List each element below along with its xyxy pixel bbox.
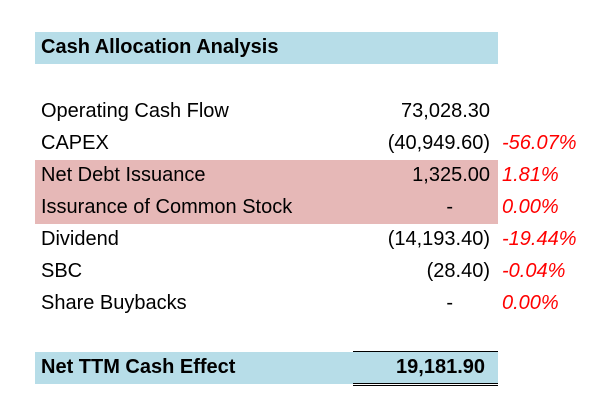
table-row[interactable]: Share Buybacks - 0.00% xyxy=(35,288,585,320)
table-row[interactable]: CAPEX (40,949.60) -56.07% xyxy=(35,128,585,160)
page-title: Cash Allocation Analysis xyxy=(41,36,279,58)
row-value: 1,325.00 xyxy=(412,164,490,186)
total-value: 19,181.90 xyxy=(396,356,485,378)
row-value: 73,028.30 xyxy=(401,100,490,122)
row-label: Issurance of Common Stock xyxy=(41,196,293,218)
row-value: (14,193.40) xyxy=(387,228,490,250)
row-label: Dividend xyxy=(41,228,119,250)
row-percent: 0.00% xyxy=(502,196,559,218)
row-percent: -19.44% xyxy=(502,228,577,250)
total-top-border xyxy=(353,351,498,352)
row-highlight xyxy=(35,160,498,192)
row-value: (28.40) xyxy=(426,260,490,282)
total-double-underline xyxy=(353,383,498,386)
row-value: - xyxy=(446,292,453,314)
row-label: Operating Cash Flow xyxy=(41,100,229,122)
table-row[interactable]: Operating Cash Flow 73,028.30 xyxy=(35,96,585,128)
row-label: SBC xyxy=(41,260,83,282)
row-percent: 0.00% xyxy=(502,292,559,314)
total-label: Net TTM Cash Effect xyxy=(41,356,236,378)
total-row[interactable]: Net TTM Cash Effect 19,181.90 xyxy=(35,352,498,384)
row-highlight xyxy=(35,192,498,224)
row-value: - xyxy=(446,196,453,218)
row-percent: 1.81% xyxy=(502,164,559,186)
row-percent: -0.04% xyxy=(502,260,566,282)
table-row[interactable]: SBC (28.40) -0.04% xyxy=(35,256,585,288)
table-row-highlighted[interactable]: Net Debt Issuance 1,325.00 1.81% xyxy=(35,160,585,192)
table-row-highlighted[interactable]: Issurance of Common Stock - 0.00% xyxy=(35,192,585,224)
row-label: Share Buybacks xyxy=(41,292,187,314)
row-value: (40,949.60) xyxy=(387,132,490,154)
row-label: Net Debt Issuance xyxy=(41,164,206,186)
title-cell[interactable]: Cash Allocation Analysis xyxy=(35,32,498,64)
row-percent: -56.07% xyxy=(502,132,577,154)
row-label: CAPEX xyxy=(41,132,109,154)
table-row[interactable]: Dividend (14,193.40) -19.44% xyxy=(35,224,585,256)
